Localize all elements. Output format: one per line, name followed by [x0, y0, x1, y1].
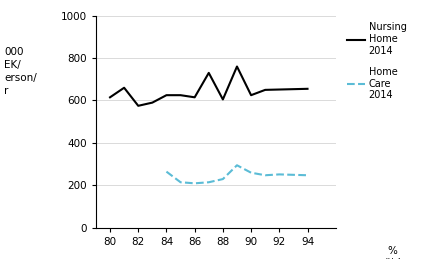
Legend: Nursing
Home
2014, Home
Care
2014: Nursing Home 2014, Home Care 2014: [345, 20, 409, 102]
Text: 000
EK/
erson/
r: 000 EK/ erson/ r: [4, 47, 37, 96]
Text: %
nöjda: % nöjda: [378, 246, 407, 259]
